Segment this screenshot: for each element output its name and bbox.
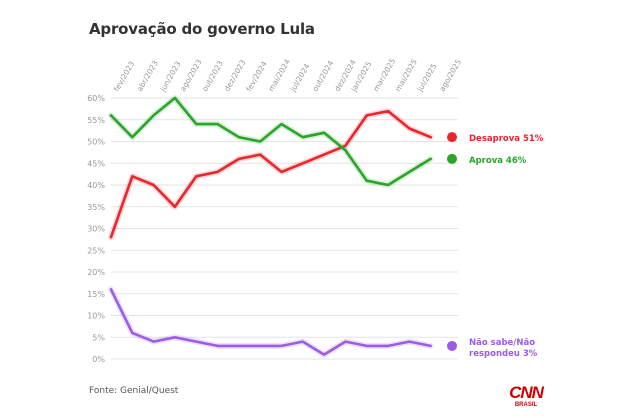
svg-text:CNN: CNN xyxy=(509,383,545,402)
y-tick-label: 40% xyxy=(87,181,105,190)
series-end-dot-aprova xyxy=(447,153,457,164)
y-tick-label: 35% xyxy=(87,203,105,212)
y-tick-label: 10% xyxy=(87,312,105,321)
y-tick-label: 55% xyxy=(87,116,105,125)
x-tick-label: out/2023 xyxy=(200,59,225,93)
cnn-brasil-logo: CNN BRASIL xyxy=(509,383,546,408)
x-tick-label: abr/2023 xyxy=(135,59,160,93)
y-tick-label: 20% xyxy=(87,268,105,277)
y-tick-label: 60% xyxy=(87,94,105,103)
series-line-aprova xyxy=(109,96,433,187)
y-tick-label: 15% xyxy=(87,290,105,299)
svg-text:BRASIL: BRASIL xyxy=(515,402,538,408)
series-end-label-nao_sabe: respondeu 3% xyxy=(469,349,538,359)
y-tick-label: 50% xyxy=(87,138,105,147)
x-tick-label: ago/2025 xyxy=(437,58,463,93)
y-tick-label: 45% xyxy=(87,159,105,168)
x-tick-label: out/2024 xyxy=(311,59,336,93)
series-line-desaprova xyxy=(109,109,433,239)
series-end-dot-nao_sabe xyxy=(447,340,457,351)
series-end-label-nao_sabe: Não sabe/Não xyxy=(469,338,535,348)
y-tick-label: 5% xyxy=(92,333,105,342)
x-tick-label: jul/2024 xyxy=(288,62,312,94)
x-tick-label: jul/2025 xyxy=(415,62,439,94)
x-tick-label: fev/2024 xyxy=(244,59,269,93)
series-end-dot-desaprova xyxy=(447,132,457,143)
y-tick-label: 25% xyxy=(87,246,105,255)
source-note: Fonte: Genial/Quest xyxy=(89,386,179,396)
chart-title: Aprovação do governo Lula xyxy=(89,20,315,38)
y-tick-label: 0% xyxy=(92,355,105,364)
y-tick-label: 30% xyxy=(87,225,105,234)
series-end-label-aprova: Aprova 46% xyxy=(469,156,527,166)
series-line-nao_sabe xyxy=(109,288,433,356)
series-end-label-desaprova: Desaprova 51% xyxy=(469,134,544,144)
x-tick-label: fev/2023 xyxy=(112,59,137,93)
